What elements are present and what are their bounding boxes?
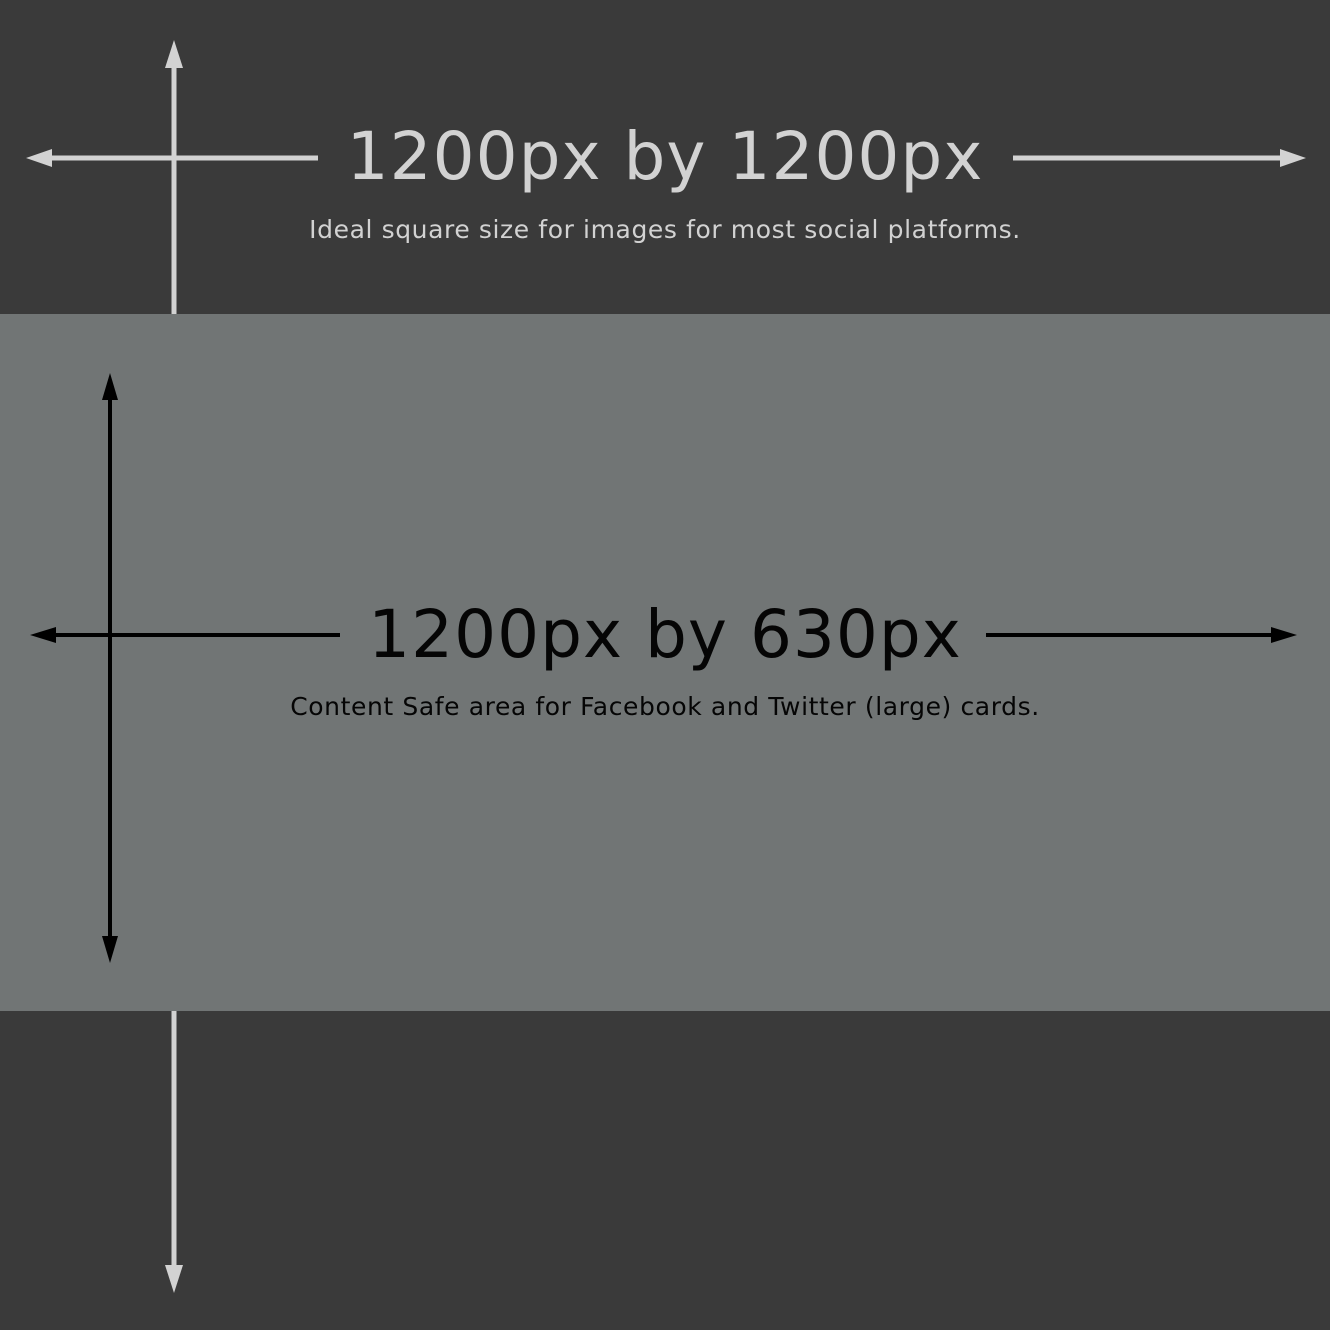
square-size-caption: Ideal square size for images for most so… <box>309 215 1021 244</box>
safe-area-arrows <box>30 373 1297 963</box>
square-width-arrow-left-head <box>26 149 52 167</box>
safe-width-arrow-right-head <box>1271 627 1297 643</box>
square-height-arrow-top-head <box>165 40 183 68</box>
safe-area-size-title: 1200px by 630px <box>368 596 962 673</box>
square-size-title: 1200px by 1200px <box>346 118 984 195</box>
safe-height-arrow-top-head <box>102 373 118 400</box>
square-width-arrow-right-head <box>1280 149 1306 167</box>
safe-height-arrow-bottom-head <box>102 936 118 963</box>
square-arrows <box>26 40 1306 1293</box>
safe-area-caption: Content Safe area for Facebook and Twitt… <box>290 692 1040 721</box>
square-height-arrow-bottom-head <box>165 1265 183 1293</box>
safe-width-arrow-left-head <box>30 627 56 643</box>
safe-area-band <box>0 314 1330 1011</box>
